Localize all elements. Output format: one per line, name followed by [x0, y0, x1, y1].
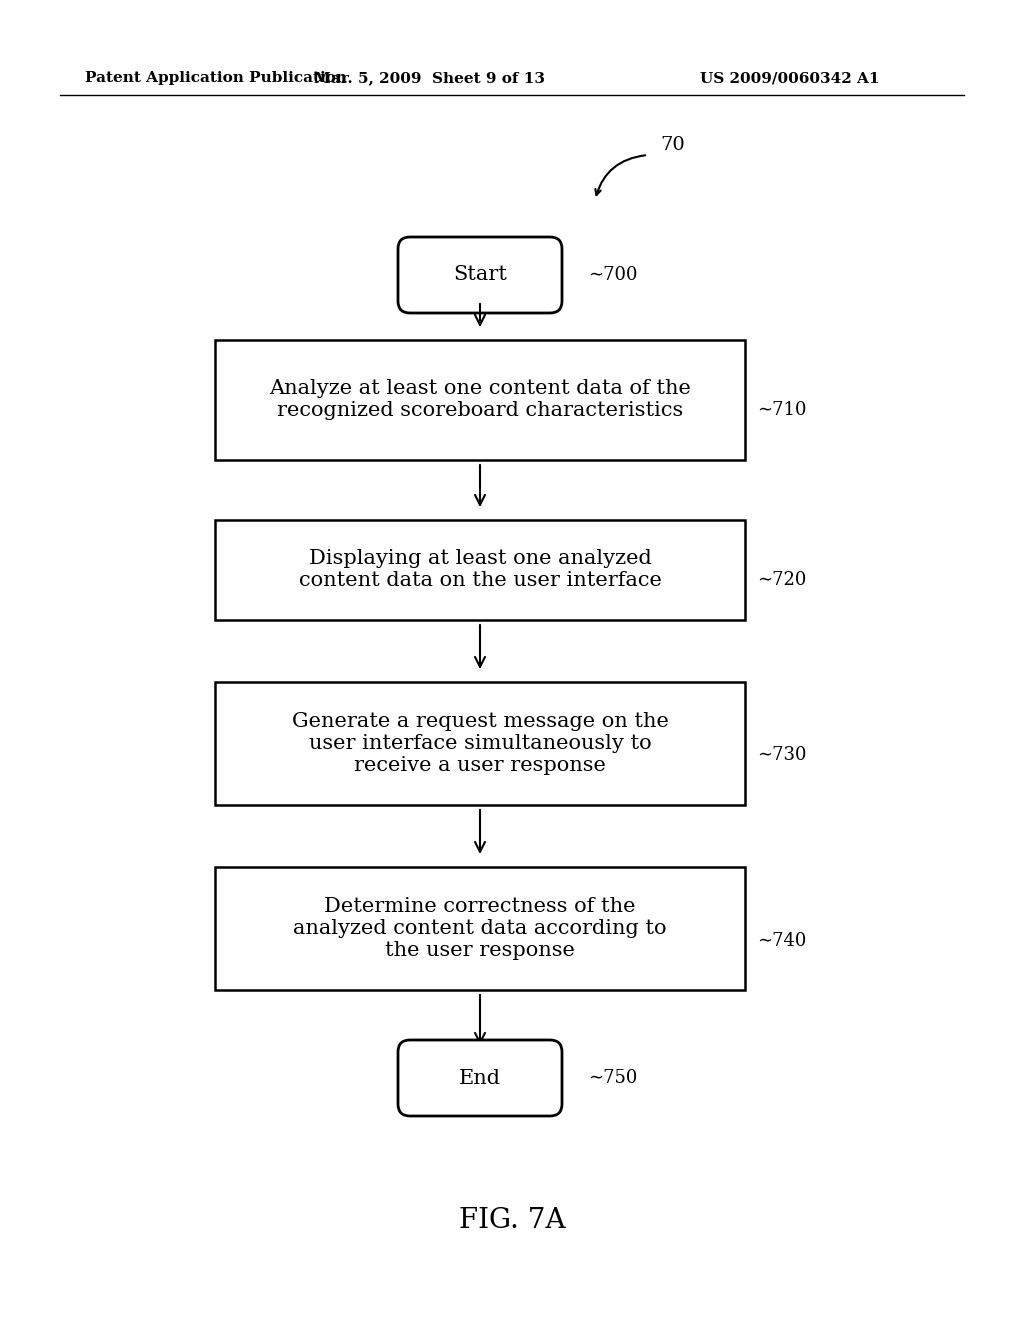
Text: ∼720: ∼720: [757, 572, 806, 589]
Text: Displaying at least one analyzed
content data on the user interface: Displaying at least one analyzed content…: [299, 549, 662, 590]
Text: Analyze at least one content data of the
recognized scoreboard characteristics: Analyze at least one content data of the…: [269, 380, 691, 421]
Text: 70: 70: [660, 136, 685, 154]
FancyBboxPatch shape: [398, 1040, 562, 1115]
Text: US 2009/0060342 A1: US 2009/0060342 A1: [700, 71, 880, 84]
Bar: [215, 341, 745, 459]
Text: Generate a request message on the
user interface simultaneously to
receive a use: Generate a request message on the user i…: [292, 711, 669, 775]
Text: ∼740: ∼740: [757, 932, 806, 949]
Bar: [215, 867, 745, 990]
Text: ∼710: ∼710: [757, 401, 807, 418]
Bar: [215, 682, 745, 805]
Text: Patent Application Publication: Patent Application Publication: [85, 71, 347, 84]
Text: Mar. 5, 2009  Sheet 9 of 13: Mar. 5, 2009 Sheet 9 of 13: [314, 71, 546, 84]
Text: Determine correctness of the
analyzed content data according to
the user respons: Determine correctness of the analyzed co…: [293, 898, 667, 960]
FancyBboxPatch shape: [398, 238, 562, 313]
Text: ∼700: ∼700: [588, 267, 638, 284]
Text: ∼730: ∼730: [757, 747, 807, 764]
Text: ∼750: ∼750: [588, 1069, 637, 1086]
Text: FIG. 7A: FIG. 7A: [459, 1206, 565, 1233]
Bar: [215, 520, 745, 620]
Text: End: End: [459, 1068, 501, 1088]
Text: Start: Start: [453, 265, 507, 285]
